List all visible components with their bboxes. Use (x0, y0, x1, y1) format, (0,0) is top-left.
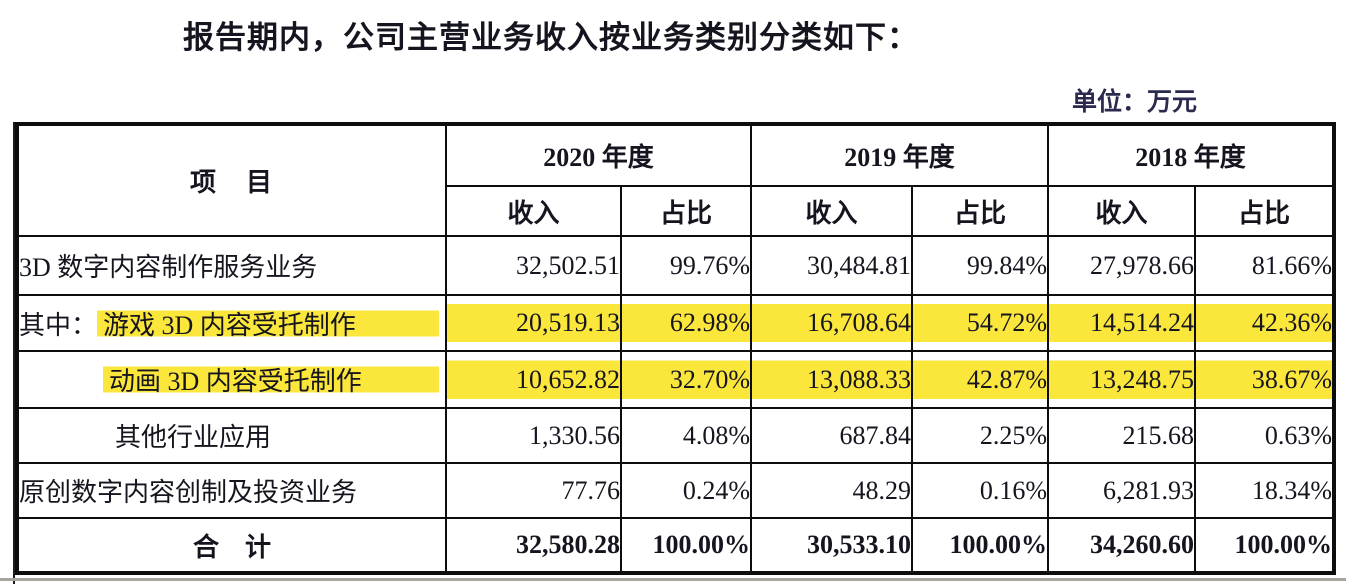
cell-value: 215.68 (1047, 407, 1197, 464)
cell-value: 1,330.56 (445, 407, 622, 464)
cell-value-highlighted: 13,248.75 (1047, 350, 1197, 409)
col-header-income-2018: 收入 (1047, 185, 1197, 237)
cell-value: 27,978.66 (1047, 235, 1197, 296)
revenue-by-business-table: 项 目 2020 年度 2019 年度 2018 年度 收入 占比 收入 占比 … (15, 122, 1337, 575)
cell-value-total: 32,580.28 (445, 517, 622, 574)
table-row: 其他行业应用 1,330.56 4.08% 687.84 2.25% 215.6… (16, 407, 1336, 464)
cell-value: 81.66% (1194, 235, 1336, 296)
cell-value: 687.84 (750, 407, 914, 464)
cell-value-total: 100.00% (619, 517, 753, 574)
cell-value: 77.76 (445, 462, 622, 519)
cell-value: 0.63% (1194, 407, 1336, 464)
table-row-total: 合 计 32,580.28 100.00% 30,533.10 100.00% … (16, 517, 1336, 574)
col-header-2019: 2019 年度 (750, 123, 1050, 187)
cell-value-highlighted: 32.70% (619, 350, 753, 409)
col-header-2020: 2020 年度 (444, 123, 753, 187)
cell-value-highlighted: 14,514.24 (1047, 294, 1197, 352)
cell-value-total: 100.00% (1194, 517, 1336, 574)
cell-value-highlighted: 54.72% (911, 294, 1050, 352)
cell-value-highlighted: 20,519.13 (445, 294, 622, 352)
cell-value: 99.76% (619, 235, 753, 296)
highlighted-label: 游戏 3D 内容受托制作 (97, 304, 439, 342)
cell-value: 2.25% (911, 407, 1050, 464)
table-row-highlighted: 其中： 游戏 3D 内容受托制作 20,519.13 62.98% 16,708.… (16, 294, 1336, 352)
col-header-ratio-2018: 占比 (1194, 185, 1336, 237)
table-row: 3D 数字内容制作服务业务 32,502.51 99.76% 30,484.81… (16, 235, 1336, 296)
cell-value: 0.24% (619, 462, 753, 519)
cell-value: 30,484.81 (750, 235, 914, 296)
cell-value-highlighted: 38.67% (1194, 350, 1336, 409)
cell-value: 4.08% (619, 407, 753, 464)
cell-value: 48.29 (750, 462, 914, 519)
col-header-2018: 2018 年度 (1047, 123, 1336, 187)
cell-value-highlighted: 10,652.82 (445, 350, 622, 409)
row-label: 其中： 游戏 3D 内容受托制作 (16, 294, 447, 352)
cell-value: 6,281.93 (1047, 462, 1197, 519)
unit-label: 单位：万元 (1072, 89, 1198, 116)
cell-value: 18.34% (1194, 462, 1336, 519)
highlighted-label: 动画 3D 内容受托制作 (103, 361, 439, 398)
cell-value-highlighted: 42.36% (1194, 294, 1336, 352)
cell-value-highlighted: 16,708.64 (750, 294, 914, 352)
table-row-highlighted: 动画 3D 内容受托制作 10,652.82 32.70% 13,088.33 … (16, 350, 1336, 409)
section-title: 报告期内，公司主营业务收入按业务类别分类如下： (183, 20, 919, 55)
header-row-subcolumns: 收入 占比 收入 占比 收入 占比 (17, 185, 1336, 237)
cell-value-highlighted: 42.87% (911, 350, 1050, 409)
cell-value-total: 100.00% (911, 517, 1050, 574)
header-row-years: 项 目 2020 年度 2019 年度 2018 年度 (16, 123, 1336, 237)
cell-value-total: 30,533.10 (750, 517, 914, 574)
col-header-ratio-2020: 占比 (619, 185, 753, 237)
col-header-income-2020: 收入 (445, 185, 622, 237)
col-header-income-2019: 收入 (750, 185, 914, 237)
row-label: 原创数字内容创制及投资业务 (16, 462, 447, 519)
cell-value-highlighted: 62.98% (619, 294, 753, 352)
col-header-item: 项 目 (16, 123, 447, 237)
cell-value-total: 34,260.60 (1047, 517, 1197, 574)
cell-value-highlighted: 13,088.33 (750, 350, 914, 409)
row-label: 其他行业应用 (16, 407, 447, 464)
cell-value: 99.84% (911, 235, 1050, 296)
row-label: 动画 3D 内容受托制作 (16, 350, 447, 409)
row-label: 3D 数字内容制作服务业务 (16, 235, 447, 296)
cell-value: 32,502.51 (445, 235, 622, 296)
cell-value: 0.16% (911, 462, 1050, 519)
total-label: 合 计 (16, 517, 447, 574)
table-row: 原创数字内容创制及投资业务 77.76 0.24% 48.29 0.16% 6,… (16, 462, 1336, 519)
col-header-ratio-2019: 占比 (911, 185, 1050, 237)
next-row-hint-rule (0, 578, 1346, 581)
left-border-rule (13, 122, 15, 584)
row-label-prefix: 其中： (19, 310, 98, 340)
